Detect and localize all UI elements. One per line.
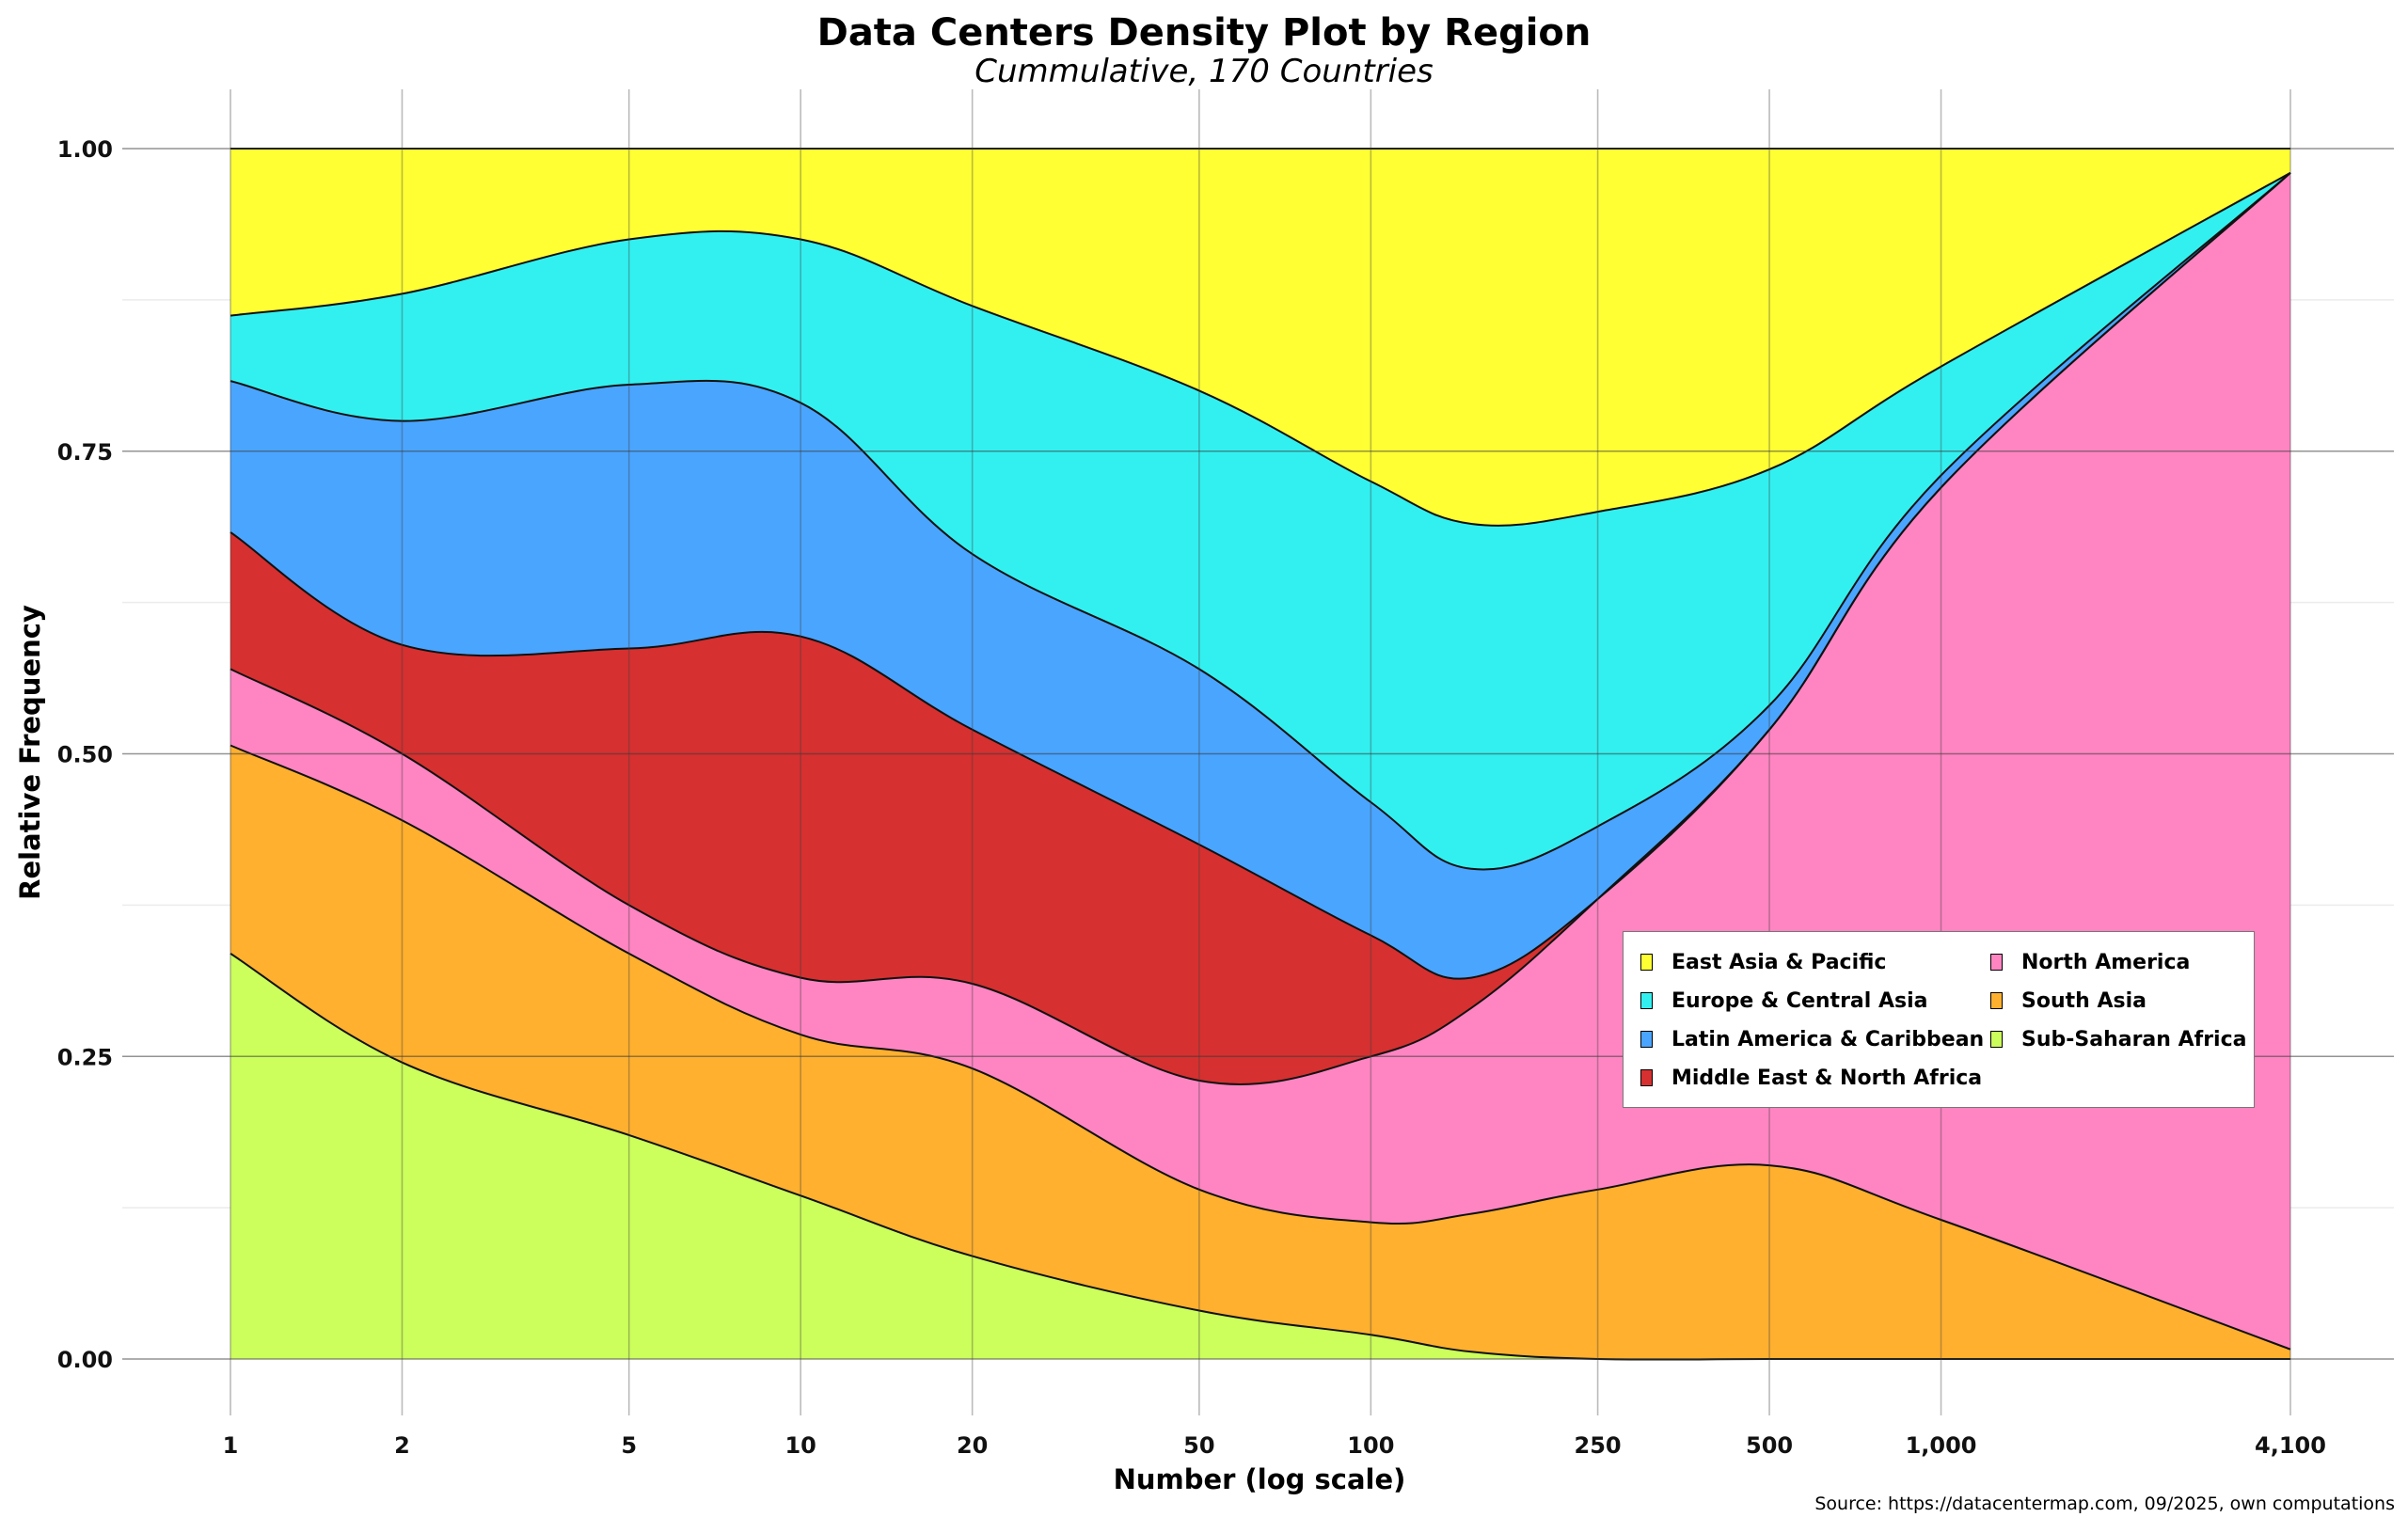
legend-item: North America [1990,943,2190,981]
boundary-south-asia [230,744,2291,1351]
x-tick-label: 100 [1347,1432,1394,1459]
x-tick-label: 50 [1183,1432,1214,1459]
legend-swatch [1990,992,2003,1009]
legend-swatch [1640,1069,1653,1086]
boundary-europe-central-asia [230,171,2291,527]
y-axis-ticks: 0.00 0.25 0.50 0.75 1.00 [57,136,113,1373]
legend-swatch [1990,1031,2003,1048]
x-axis-title: Number (log scale) [1114,1463,1406,1495]
y-axis-title: Relative Frequency [14,605,46,900]
legend-item: Middle East & North Africa [1640,1059,1982,1097]
x-tick-label: 500 [1746,1432,1793,1459]
boundary-middle-east-north-africa [230,171,2291,980]
x-tick-label: 4,100 [2255,1432,2326,1459]
y-tick-label: 0.00 [57,1347,113,1373]
y-tick-label: 1.00 [57,136,113,163]
y-tick-label: 0.75 [57,439,113,466]
legend-label: Sub-Saharan Africa [2021,1027,2247,1051]
legend-swatch [1990,954,2003,971]
legend-label: Middle East & North Africa [1671,1066,1983,1090]
legend-label: North America [2021,950,2191,974]
legend-item: South Asia [1990,982,2147,1019]
legend-label: Europe & Central Asia [1671,988,1928,1013]
source-note: Source: https://datacentermap.com, 09/20… [1814,1493,2395,1514]
legend-label: South Asia [2021,988,2147,1013]
chart-legend: East Asia & Pacific Europe & Central Asia… [1623,931,2255,1108]
legend-swatch [1640,1031,1653,1048]
x-tick-label: 5 [621,1432,637,1459]
legend-item: Latin America & Caribbean [1640,1020,1984,1058]
x-axis-ticks: 1 2 5 10 20 50 100 250 500 1,000 4,100 [223,1432,2326,1459]
boundary-latin-america-caribbean [230,171,2291,871]
x-tick-label: 1 [223,1432,239,1459]
y-tick-label: 0.50 [57,742,113,768]
legend-swatch [1640,954,1653,971]
x-tick-label: 10 [784,1432,816,1459]
legend-label: Latin America & Caribbean [1671,1027,1985,1051]
y-tick-label: 0.25 [57,1044,113,1070]
major-gridlines [122,89,2394,1415]
x-tick-label: 1,000 [1906,1432,1977,1459]
x-tick-label: 2 [394,1432,410,1459]
legend-item: East Asia & Pacific [1640,943,1886,981]
area-sub-saharan-africa [230,953,2290,1360]
legend-swatch [1640,992,1653,1009]
x-tick-label: 250 [1575,1432,1622,1459]
x-tick-label: 20 [957,1432,988,1459]
legend-label: East Asia & Pacific [1671,950,1887,974]
legend-item: Sub-Saharan Africa [1990,1020,2246,1058]
chart-title: Data Centers Density Plot by Region [816,11,1592,55]
chart-subtitle: Cummulative, 170 Countries [974,53,1434,90]
legend-item: Europe & Central Asia [1640,982,1927,1019]
